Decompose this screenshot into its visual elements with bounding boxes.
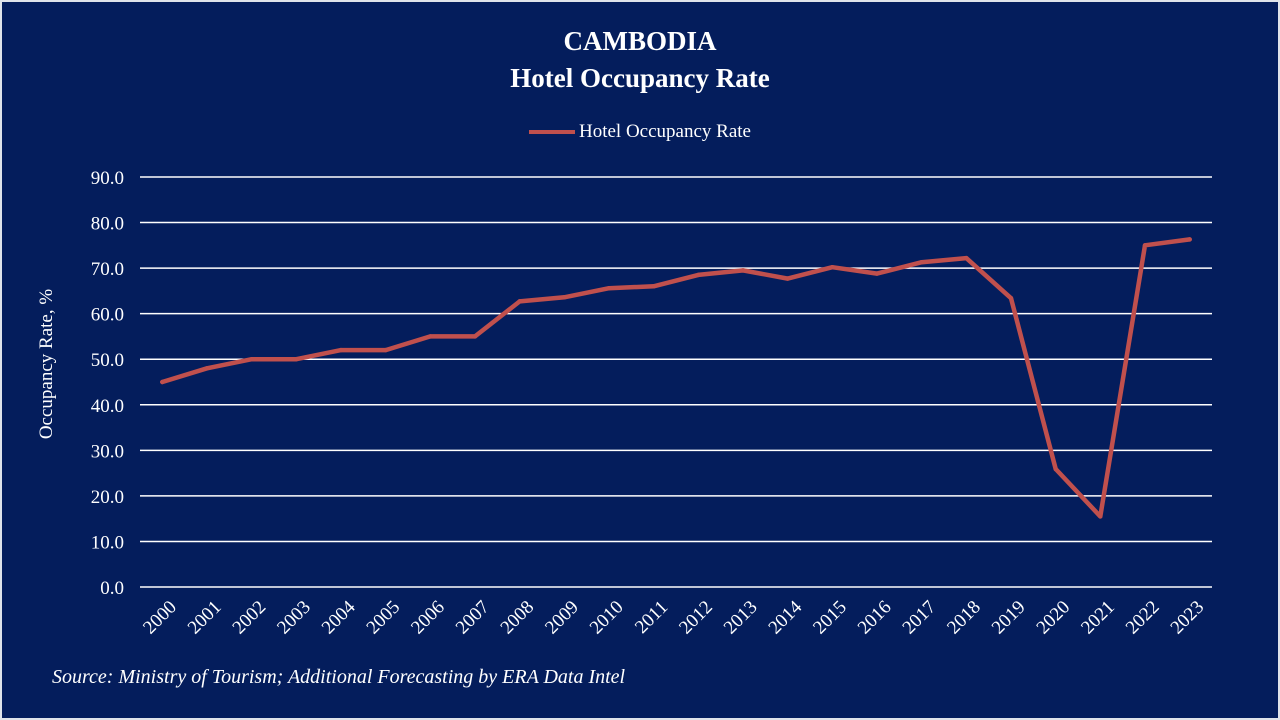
data-point — [696, 272, 701, 278]
data-point — [606, 285, 612, 291]
chart-subtitle: Hotel Occupancy Rate — [510, 63, 770, 93]
x-tick-label: 2020 — [1033, 597, 1075, 639]
source-note: Source: Ministry of Tourism; Additional … — [52, 666, 626, 688]
x-tick-label: 2000 — [139, 597, 181, 639]
data-point — [1053, 466, 1058, 472]
data-point — [651, 284, 656, 289]
x-tick-label: 2009 — [541, 597, 583, 639]
data-point — [964, 255, 969, 261]
data-point — [1187, 237, 1192, 242]
y-tick-label: 30.0 — [91, 441, 124, 462]
x-tick-label: 2006 — [407, 597, 449, 639]
data-point — [1008, 295, 1014, 301]
data-point — [1098, 514, 1103, 519]
legend-label: Hotel Occupancy Rate — [579, 121, 751, 142]
data-point — [428, 334, 433, 339]
x-tick-label: 2003 — [273, 597, 315, 639]
data-point — [830, 265, 835, 270]
x-tick-label: 2008 — [497, 597, 539, 639]
x-tick-label: 2019 — [988, 597, 1030, 639]
x-tick-label: 2012 — [675, 597, 717, 639]
data-point — [740, 268, 746, 273]
x-tick-label: 2023 — [1167, 597, 1209, 639]
x-tick-label: 2001 — [184, 597, 226, 639]
data-point — [785, 276, 790, 281]
x-tick-label: 2022 — [1122, 597, 1164, 639]
x-tick-label: 2005 — [363, 597, 405, 639]
data-point — [383, 347, 388, 353]
x-tick-label: 2016 — [854, 597, 896, 639]
x-tick-label: 2021 — [1077, 597, 1119, 639]
x-tick-label: 2010 — [586, 597, 628, 639]
x-tick-label: 2017 — [899, 597, 941, 639]
data-point — [204, 366, 210, 371]
y-tick-label: 40.0 — [91, 396, 124, 417]
y-tick-label: 10.0 — [91, 532, 124, 553]
data-point — [294, 357, 299, 362]
y-tick-label: 80.0 — [91, 214, 124, 235]
chart-title: CAMBODIA — [563, 26, 717, 56]
x-tick-label: 2018 — [943, 597, 985, 639]
x-tick-label: 2004 — [318, 596, 360, 638]
y-tick-label: 50.0 — [91, 350, 124, 371]
y-axis-title: Occupancy Rate, % — [36, 289, 57, 440]
data-point — [249, 357, 254, 362]
x-tick-label: 2013 — [720, 597, 762, 639]
data-point — [472, 334, 478, 339]
chart-legend: Hotel Occupancy Rate — [2, 121, 1278, 143]
y-tick-label: 70.0 — [91, 259, 124, 280]
x-tick-label: 2011 — [631, 597, 672, 638]
data-point — [562, 295, 567, 300]
x-tick-label: 2002 — [229, 597, 271, 639]
x-tick-label: 2007 — [452, 597, 494, 639]
series-line — [160, 237, 1192, 519]
legend-swatch — [529, 130, 575, 134]
y-tick-label: 0.0 — [100, 578, 124, 599]
y-tick-label: 90.0 — [91, 168, 124, 189]
x-tick-label: 2014 — [765, 596, 807, 638]
data-point — [517, 299, 522, 304]
y-tick-label: 60.0 — [91, 305, 124, 326]
data-point — [919, 259, 924, 265]
x-tick-label: 2015 — [809, 597, 851, 639]
data-point — [1142, 243, 1148, 248]
y-tick-label: 20.0 — [91, 487, 124, 508]
data-point — [160, 379, 165, 385]
data-point — [338, 347, 344, 353]
data-point — [874, 271, 880, 276]
